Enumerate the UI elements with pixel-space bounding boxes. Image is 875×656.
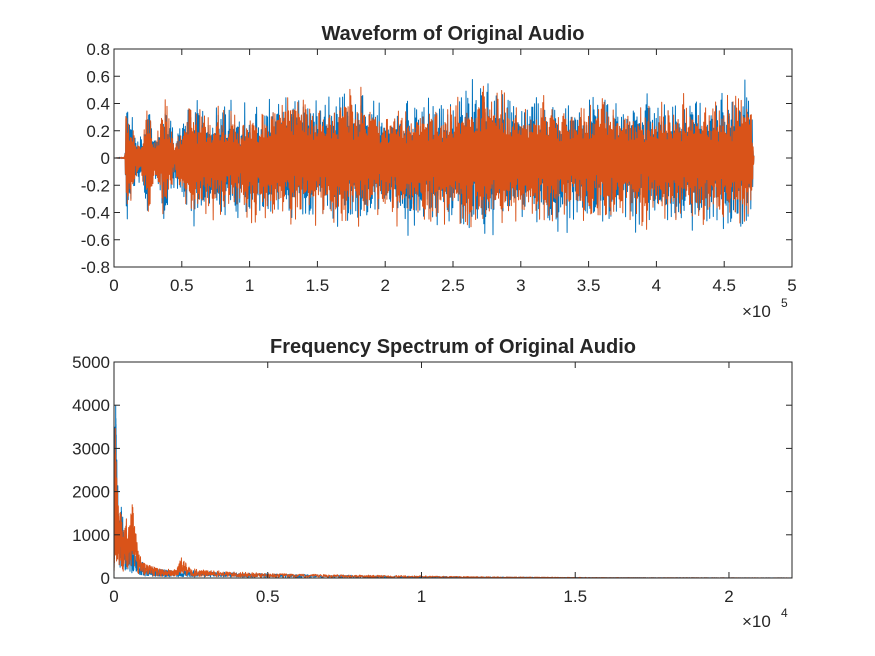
spectrum-x-tick-label: 0.5	[256, 587, 280, 606]
waveform-ticks: 0 0.5 1 1.5 2 2.5 3 3.5 4 4.5 5 -0.8 -0.6 -0.4 -0.2 0 0.…	[81, 40, 797, 295]
waveform-x-tick-label: 5	[787, 276, 796, 295]
waveform-x-multiplier-exponent: 5	[781, 296, 788, 310]
spectrum-y-tick-label: 4000	[72, 396, 110, 415]
waveform-y-tick-label: -0.2	[81, 176, 110, 195]
waveform-y-tick-label: 0.8	[86, 40, 110, 59]
spectrum-x-tick-label: 1	[417, 587, 426, 606]
waveform-x-multiplier: ×10 5	[742, 296, 788, 321]
waveform-x-multiplier-base: ×10	[742, 302, 771, 321]
spectrum-x-tick-label: 1.5	[563, 587, 587, 606]
waveform-x-tick-label: 4	[652, 276, 661, 295]
waveform-y-tick-label: -0.4	[81, 204, 110, 223]
spectrum-x-multiplier-exponent: 4	[781, 606, 788, 620]
spectrum-x-multiplier-base: ×10	[742, 612, 771, 631]
waveform-x-tick-label: 0	[109, 276, 118, 295]
waveform-x-tick-label: 3	[516, 276, 525, 295]
waveform-y-tick-label: 0	[101, 149, 110, 168]
waveform-x-tick-label: 0.5	[170, 276, 194, 295]
waveform-title: Waveform of Original Audio	[322, 23, 585, 45]
waveform-x-tick-label: 2.5	[441, 276, 465, 295]
spectrum-ticks: 0 0.5 1 1.5 2 0 1000 2000 3000 4000 5000	[72, 353, 792, 606]
waveform-y-tick-label: 0.2	[86, 122, 110, 141]
spectrum-title: Frequency Spectrum of Original Audio	[270, 336, 636, 358]
spectrum-x-tick-label: 2	[724, 587, 733, 606]
spectrum-y-tick-label: 1000	[72, 526, 110, 545]
waveform-y-tick-label: -0.6	[81, 231, 110, 250]
waveform-x-tick-label: 1.5	[306, 276, 330, 295]
waveform-x-tick-label: 3.5	[577, 276, 601, 295]
spectrum-plot: Frequency Spectrum of Original Audio 0 0.…	[72, 336, 793, 631]
spectrum-y-tick-label: 0	[101, 569, 110, 588]
spectrum-y-tick-label: 2000	[72, 483, 110, 502]
waveform-plot: Waveform of Original Audio 0 0.5 1 1.5 2 2.5 3…	[81, 23, 797, 321]
waveform-x-tick-label: 1	[245, 276, 254, 295]
waveform-x-tick-label: 4.5	[712, 276, 736, 295]
waveform-y-tick-label: 0.6	[86, 67, 110, 86]
spectrum-plot-area	[114, 362, 792, 578]
spectrum-y-tick-label: 5000	[72, 353, 110, 372]
spectrum-y-tick-label: 3000	[72, 439, 110, 458]
spectrum-axes-box	[113, 361, 793, 579]
spectrum-x-tick-label: 0	[109, 587, 118, 606]
waveform-series-2-line	[114, 85, 755, 230]
waveform-y-tick-label: 0.4	[86, 95, 110, 114]
spectrum-x-multiplier: ×10 4	[742, 606, 788, 631]
waveform-x-tick-label: 2	[380, 276, 389, 295]
waveform-y-tick-label: -0.8	[81, 258, 110, 277]
